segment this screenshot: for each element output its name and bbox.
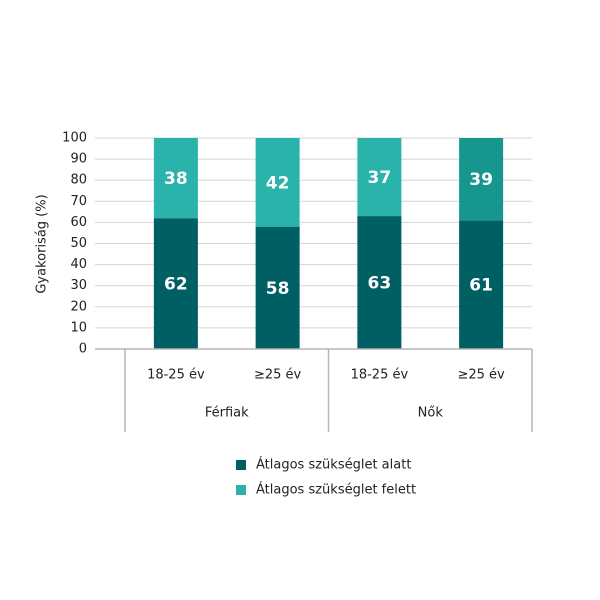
legend-swatch (236, 460, 246, 470)
bar-segment (357, 138, 402, 217)
x-tick-label: 18-25 év (147, 368, 205, 383)
y-tick-label: 60 (70, 215, 87, 230)
y-tick-label: 40 (70, 257, 87, 272)
value-label: 62 (164, 275, 188, 295)
group-label: Férfiak (205, 406, 249, 421)
bar-segment (357, 216, 402, 349)
y-tick-label: 50 (70, 236, 87, 251)
group-label: Nők (418, 406, 444, 421)
y-tick-label: 0 (79, 342, 87, 357)
bar-segment (459, 138, 504, 221)
bar-segment (153, 218, 198, 349)
y-axis-label: Gyakoriság (%) (35, 194, 50, 293)
y-tick-label: 70 (70, 194, 87, 209)
y-tick-label: 10 (70, 320, 87, 335)
value-label: 61 (469, 276, 493, 296)
y-tick-label: 30 (70, 278, 87, 293)
x-tick-label: ≥25 év (254, 368, 302, 383)
value-label: 39 (469, 170, 493, 190)
bar-segment (153, 138, 198, 219)
y-tick-label: 100 (62, 131, 87, 146)
y-tick-label: 90 (70, 152, 87, 167)
bar-segment (459, 220, 504, 349)
value-label: 63 (368, 274, 392, 294)
x-tick-label: ≥25 év (457, 368, 505, 383)
x-tick-label: 18-25 év (351, 368, 409, 383)
legend-swatch (236, 485, 246, 495)
legend-label: Átlagos szükséglet felett (256, 482, 416, 498)
bar-segment (255, 138, 300, 227)
value-label: 37 (368, 168, 392, 188)
value-label: 58 (266, 279, 290, 299)
value-label: 42 (266, 173, 290, 193)
value-label: 38 (164, 169, 188, 189)
bar-segment (255, 226, 300, 349)
legend-label: Átlagos szükséglet alatt (256, 457, 411, 473)
y-tick-label: 20 (70, 299, 87, 314)
y-tick-label: 80 (70, 173, 87, 188)
